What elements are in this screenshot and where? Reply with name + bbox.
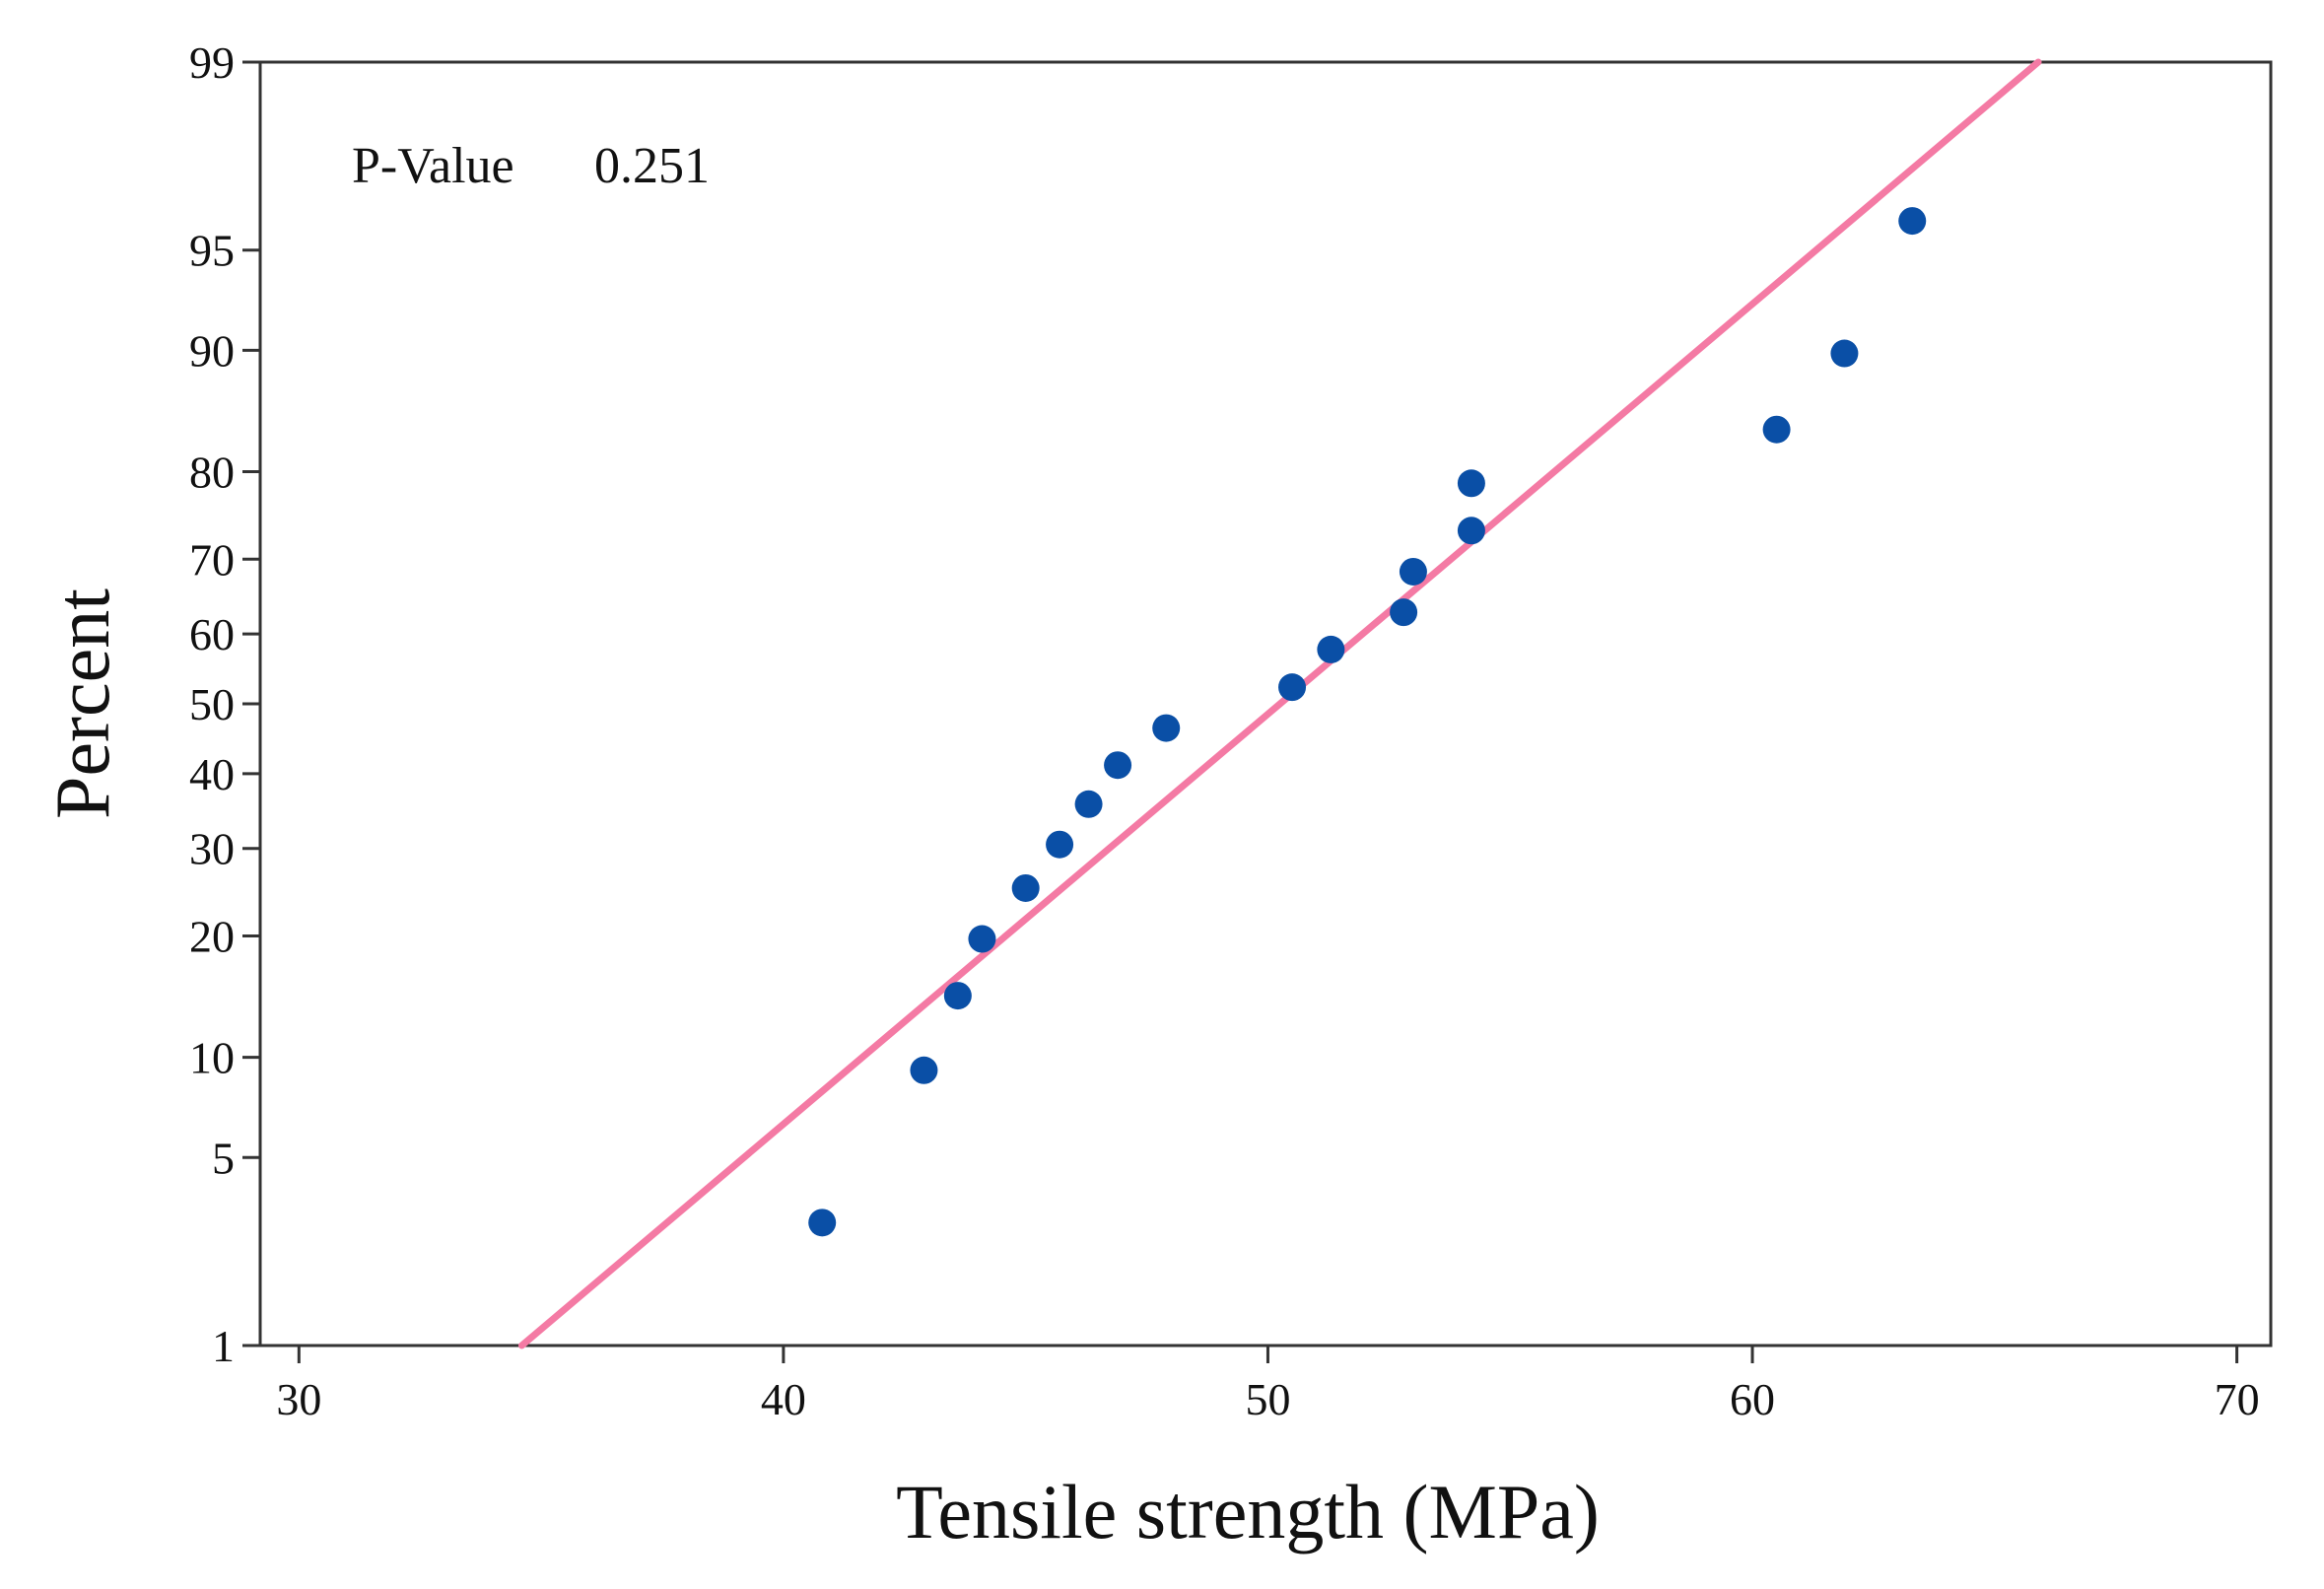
x-axis-title: Tensile strength (MPa) [896, 1469, 1600, 1554]
data-point [1399, 557, 1427, 586]
y-tick-label: 90 [189, 325, 235, 376]
y-tick-label: 50 [189, 679, 235, 729]
plot-area-frame [258, 60, 2273, 1347]
data-point [968, 925, 996, 953]
data-point [1046, 830, 1074, 859]
fit-line-group [517, 58, 2042, 1349]
data-point [1830, 339, 1859, 368]
p-value-number: 0.251 [594, 138, 710, 194]
y-tick-label: 30 [189, 824, 235, 874]
data-point [1152, 714, 1181, 742]
x-tick-label: 30 [276, 1374, 321, 1424]
x-tick-label: 70 [2215, 1374, 2260, 1424]
fit-line [517, 58, 2042, 1349]
x-axis-ticks: 30 40 50 60 70 [276, 1346, 2260, 1424]
y-tick-label: 70 [189, 534, 235, 585]
y-tick-label: 95 [189, 226, 235, 276]
y-tick-label: 80 [189, 447, 235, 497]
data-point [1317, 635, 1345, 663]
y-tick-label: 10 [189, 1033, 235, 1083]
y-axis-ticks: 1 5 10 20 30 40 50 60 70 80 90 95 99 [189, 37, 260, 1371]
data-point [1457, 517, 1485, 545]
y-tick-label: 60 [189, 609, 235, 659]
y-tick-label: 20 [189, 912, 235, 962]
y-axis-title: Percent [39, 588, 125, 819]
data-points [808, 207, 1927, 1237]
data-point [1104, 751, 1132, 780]
data-point [1390, 598, 1418, 627]
data-point [1074, 790, 1103, 818]
y-tick-label: 5 [212, 1133, 235, 1183]
data-point [910, 1056, 938, 1084]
data-point [1011, 873, 1040, 902]
data-point [808, 1209, 837, 1237]
data-point [1762, 415, 1791, 444]
y-tick-label: 99 [189, 37, 235, 88]
data-point [1278, 673, 1307, 702]
y-tick-label: 40 [189, 749, 235, 799]
y-tick-label: 1 [212, 1321, 235, 1371]
data-point [1457, 469, 1485, 498]
x-tick-label: 40 [761, 1374, 806, 1424]
data-point [943, 982, 972, 1010]
x-tick-label: 60 [1730, 1374, 1775, 1424]
data-point [1898, 207, 1927, 236]
x-tick-label: 50 [1245, 1374, 1290, 1424]
p-value-label: P-Value [352, 138, 514, 194]
